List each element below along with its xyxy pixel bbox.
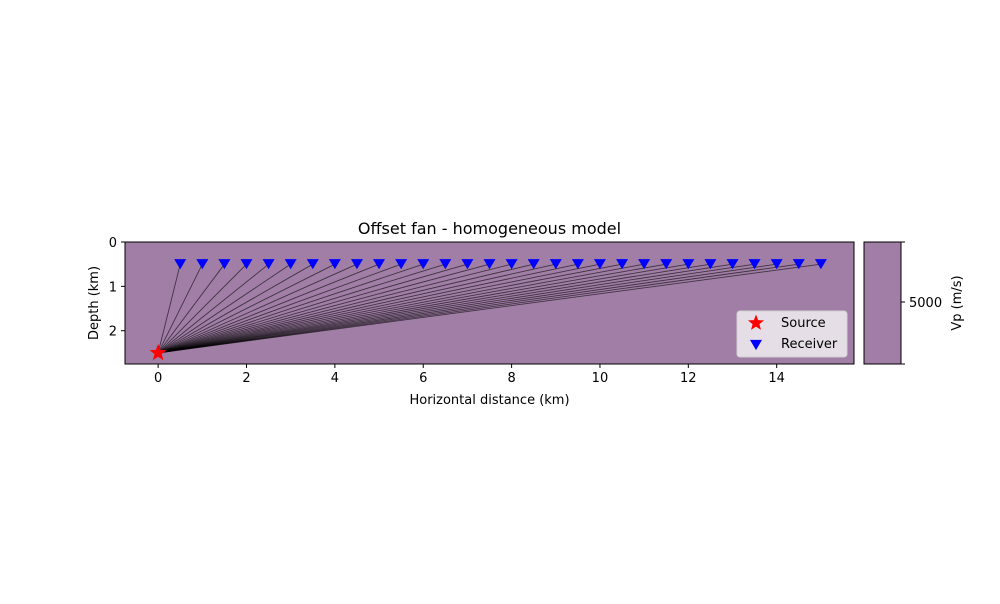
x-tick-label: 0 [154, 371, 162, 386]
legend-receiver-label: Receiver [781, 337, 838, 352]
legend-source-star-icon [747, 314, 765, 330]
ray-line [158, 263, 446, 354]
rays [157, 263, 821, 354]
receiver-marker [792, 259, 805, 270]
markers [149, 259, 827, 361]
x-tick-label: 14 [768, 371, 785, 386]
receiver-marker [284, 259, 297, 270]
ray-line [157, 263, 402, 354]
y-axis-label: Depth (km) [87, 266, 102, 340]
receiver-marker [417, 259, 430, 270]
receiver-marker [814, 259, 827, 270]
colorbar: 5000 Vp (m/s) [863, 241, 965, 365]
colorbar-fill [863, 241, 902, 365]
receiver-marker [527, 259, 540, 270]
receiver-marker [748, 259, 761, 270]
receiver-marker [682, 259, 695, 270]
ray-line [157, 263, 225, 354]
receiver-marker [726, 259, 739, 270]
ray-line [157, 263, 291, 354]
ray-line [158, 263, 689, 354]
ray-line [158, 263, 556, 354]
receiver-marker [196, 259, 209, 270]
ray-line [158, 263, 534, 354]
ray-line [158, 263, 667, 354]
receiver-marker [350, 259, 363, 270]
ray-line [157, 263, 358, 354]
ray-line [158, 263, 601, 354]
ray-line [158, 263, 755, 354]
chart-title: Offset fan - homogeneous model [358, 219, 621, 238]
receiver-marker [373, 259, 386, 270]
ray-line [158, 263, 799, 354]
receiver-marker [328, 259, 341, 270]
ray-line [157, 264, 181, 354]
ray-line [158, 263, 490, 354]
receiver-marker [770, 259, 783, 270]
legend-source-label: Source [781, 316, 826, 331]
colorbar-tick-label: 5000 [909, 296, 942, 311]
x-tick-label: 2 [242, 371, 250, 386]
ray-line [158, 263, 821, 354]
legend-receiver-triangle-icon [750, 339, 762, 351]
receiver-marker [306, 259, 319, 270]
x-tick-label: 12 [680, 371, 697, 386]
x-tick-label: 8 [507, 371, 515, 386]
x-tick-label: 10 [592, 371, 609, 386]
receiver-marker [483, 259, 496, 270]
legend-box [736, 310, 848, 358]
x-tick-label: 6 [419, 371, 427, 386]
legend: Source Receiver [736, 310, 848, 358]
ray-line [157, 263, 247, 354]
receiver-marker [638, 259, 651, 270]
ray-line [157, 263, 336, 354]
receiver-marker [593, 259, 606, 270]
ray-line [158, 263, 645, 354]
ray-line [157, 263, 313, 354]
ray-line [158, 263, 468, 354]
y-tick-label: 0 [109, 236, 117, 251]
receiver-marker [549, 259, 562, 270]
y-tick-label: 1 [109, 280, 117, 295]
ray-line [158, 263, 711, 354]
receiver-marker [218, 259, 231, 270]
receiver-marker [461, 259, 474, 270]
x-tick-label: 4 [331, 371, 339, 386]
receiver-marker [505, 259, 518, 270]
ray-line [158, 263, 623, 354]
ray-line [158, 263, 777, 354]
receiver-marker [395, 259, 408, 270]
receiver-marker [571, 259, 584, 270]
receiver-marker [439, 259, 452, 270]
colorbar-label: Vp (m/s) [950, 275, 965, 330]
ray-line [158, 263, 578, 354]
ray-line [157, 263, 203, 354]
x-axis-label: Horizontal distance (km) [409, 393, 569, 408]
receiver-marker [616, 259, 629, 270]
ray-line [157, 263, 380, 354]
y-tick-label: 2 [109, 325, 117, 340]
ray-line [158, 263, 512, 354]
receiver-marker [240, 259, 253, 270]
source-marker [149, 343, 167, 361]
plot-frame [124, 241, 855, 365]
receiver-marker [262, 259, 275, 270]
x-axis: 0 2 4 6 8 10 12 14 [154, 364, 785, 386]
ray-line [157, 263, 269, 354]
receiver-marker [704, 259, 717, 270]
receiver-marker [174, 259, 187, 270]
ray-line [158, 263, 733, 354]
receiver-marker [660, 259, 673, 270]
y-axis: 0 1 2 [109, 236, 125, 340]
ray-line [157, 263, 424, 354]
